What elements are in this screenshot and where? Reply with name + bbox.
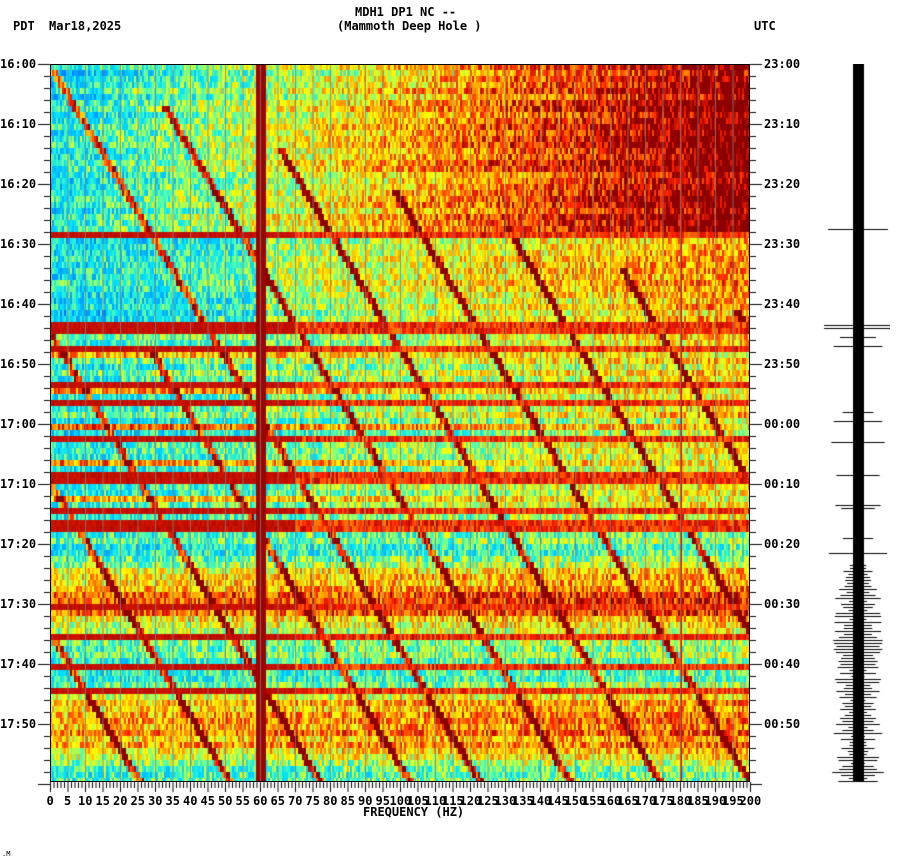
y-tick-label-right: 00:20 <box>764 537 801 551</box>
x-tick-label: 195 <box>722 794 744 808</box>
x-tick-label: 35 <box>165 794 180 808</box>
y-tick-label-left: 17:10 <box>0 477 37 491</box>
x-tick-label: 130 <box>494 794 517 808</box>
x-tick-label: 5 <box>64 794 72 808</box>
x-tick-label: 115 <box>442 794 464 808</box>
x-tick-label: 0 <box>46 794 54 808</box>
y-tick-label-left: 17:30 <box>0 597 37 611</box>
x-tick-label: 95 <box>375 794 390 808</box>
x-tick-label: 145 <box>547 794 569 808</box>
y-tick-label-left: 16:20 <box>0 177 37 191</box>
y-tick-label-left: 17:20 <box>0 537 37 551</box>
seismogram-trace <box>820 64 890 784</box>
y-tick-label-left: 17:40 <box>0 657 37 671</box>
x-tick-label: 55 <box>235 794 250 808</box>
x-tick-label: 70 <box>288 794 303 808</box>
x-tick-label: 140 <box>529 794 552 808</box>
x-tick-label: 120 <box>459 794 482 808</box>
y-tick-label-right: 00:50 <box>764 717 801 731</box>
y-tick-label-left: 16:10 <box>0 117 37 131</box>
x-tick-label: 85 <box>340 794 355 808</box>
x-tick-label: 90 <box>358 794 373 808</box>
x-tick-label: 80 <box>323 794 338 808</box>
x-tick-label: 50 <box>218 794 233 808</box>
x-tick-label: 105 <box>407 794 429 808</box>
x-tick-label: 60 <box>253 794 268 808</box>
y-tick-label-right: 23:20 <box>764 177 801 191</box>
x-tick-label: 20 <box>113 794 128 808</box>
x-tick-label: 165 <box>617 794 639 808</box>
y-tick-label-right: 00:40 <box>764 657 801 671</box>
x-tick-label: 160 <box>599 794 622 808</box>
y-tick-label-left: 16:50 <box>0 357 37 371</box>
x-tick-label: 25 <box>130 794 145 808</box>
y-tick-label-left: 17:50 <box>0 717 37 731</box>
x-tick-label: 45 <box>200 794 215 808</box>
x-tick-label: 180 <box>669 794 692 808</box>
y-tick-label-left: 16:40 <box>0 297 37 311</box>
x-tick-label: 200 <box>739 794 762 808</box>
x-tick-label: 185 <box>687 794 709 808</box>
x-tick-label: 30 <box>148 794 163 808</box>
x-tick-label: 125 <box>477 794 499 808</box>
x-tick-label: 110 <box>424 794 447 808</box>
x-tick-label: 100 <box>389 794 412 808</box>
y-tick-label-right: 00:10 <box>764 477 801 491</box>
x-tick-label: 135 <box>512 794 534 808</box>
x-tick-label: 150 <box>564 794 587 808</box>
x-tick-label: 190 <box>704 794 727 808</box>
y-tick-label-left: 16:30 <box>0 237 37 251</box>
footer-marker: .M <box>2 850 11 858</box>
y-tick-label-left: 17:00 <box>0 417 37 431</box>
y-tick-label-right: 00:30 <box>764 597 801 611</box>
y-tick-label-right: 23:40 <box>764 297 801 311</box>
x-tick-label: 65 <box>270 794 285 808</box>
y-tick-label-right: 23:50 <box>764 357 801 371</box>
x-tick-label: 170 <box>634 794 657 808</box>
y-tick-label-right: 23:30 <box>764 237 801 251</box>
x-tick-label: 15 <box>95 794 110 808</box>
x-axis-title: FREQUENCY (HZ) <box>363 805 465 819</box>
y-tick-label-left: 16:00 <box>0 57 37 71</box>
y-tick-label-right: 00:00 <box>764 417 801 431</box>
y-tick-label-right: 23:00 <box>764 57 801 71</box>
x-tick-label: 40 <box>183 794 198 808</box>
x-tick-label: 75 <box>305 794 320 808</box>
x-tick-label: 10 <box>78 794 93 808</box>
y-tick-label-right: 23:10 <box>764 117 801 131</box>
x-tick-label: 175 <box>652 794 674 808</box>
x-tick-label: 155 <box>582 794 604 808</box>
